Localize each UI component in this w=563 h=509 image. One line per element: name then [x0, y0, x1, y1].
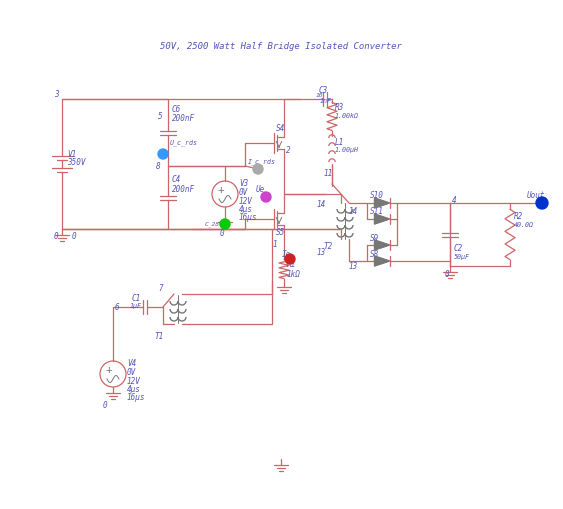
Text: C6: C6 — [172, 105, 181, 114]
Text: C1: C1 — [132, 293, 141, 302]
Text: 0V: 0V — [239, 188, 248, 196]
Text: 50V, 2500 Watt Half Bridge Isolated Converter: 50V, 2500 Watt Half Bridge Isolated Conv… — [160, 42, 402, 51]
Circle shape — [285, 254, 295, 265]
Text: 13: 13 — [349, 262, 358, 270]
Text: R2: R2 — [514, 212, 523, 220]
Text: 1nF: 1nF — [320, 98, 332, 104]
Text: 0: 0 — [103, 400, 108, 409]
Text: 0: 0 — [54, 232, 59, 241]
Text: R3: R3 — [335, 103, 344, 112]
Polygon shape — [374, 199, 390, 209]
Text: 11: 11 — [324, 168, 333, 178]
Text: S8: S8 — [370, 249, 379, 259]
Text: S5: S5 — [276, 228, 285, 237]
Text: 40.0Ω: 40.0Ω — [514, 221, 534, 228]
Text: C_28V: C_28V — [205, 220, 224, 226]
Text: 6: 6 — [115, 302, 119, 312]
Text: T1: T1 — [154, 331, 163, 341]
Text: T2: T2 — [323, 242, 332, 250]
Text: 1µF: 1µF — [130, 302, 142, 308]
Text: 200nF: 200nF — [172, 185, 195, 193]
Text: S11: S11 — [370, 207, 384, 216]
Circle shape — [158, 150, 168, 160]
Text: 3: 3 — [54, 90, 59, 99]
Text: 200nF: 200nF — [172, 114, 195, 123]
Text: V4: V4 — [127, 358, 136, 367]
Text: 5: 5 — [158, 112, 163, 121]
Text: 0: 0 — [220, 229, 225, 238]
Circle shape — [536, 197, 548, 210]
Text: C2: C2 — [454, 243, 463, 252]
Text: 4: 4 — [452, 195, 457, 205]
Text: S4: S4 — [276, 124, 285, 133]
Text: C3: C3 — [319, 86, 328, 95]
Text: 4µs: 4µs — [127, 384, 141, 393]
Text: 350V: 350V — [67, 158, 86, 166]
Text: 1.00µH: 1.00µH — [335, 147, 359, 153]
Text: 1: 1 — [273, 240, 278, 248]
Text: 4µs: 4µs — [239, 205, 253, 214]
Text: 2: 2 — [286, 146, 291, 155]
Circle shape — [253, 165, 263, 175]
Text: L1: L1 — [335, 138, 344, 147]
Text: 8: 8 — [156, 162, 160, 171]
Text: Ue: Ue — [256, 185, 265, 193]
Text: V3: V3 — [239, 179, 248, 188]
Text: 0: 0 — [445, 269, 450, 278]
Text: 16µs: 16µs — [127, 392, 145, 401]
Text: 7: 7 — [158, 284, 163, 293]
Text: V1: V1 — [67, 150, 76, 159]
Text: 12V: 12V — [127, 376, 141, 385]
Text: 0V: 0V — [127, 367, 136, 376]
Circle shape — [220, 219, 230, 230]
Text: I_c_rds: I_c_rds — [248, 158, 276, 164]
Text: 14: 14 — [317, 200, 326, 209]
Text: 1.00kΩ: 1.00kΩ — [335, 113, 359, 119]
Text: U_c_rds: U_c_rds — [170, 139, 198, 146]
Polygon shape — [374, 215, 390, 224]
Text: Uout: Uout — [527, 191, 546, 200]
Text: 16µs: 16µs — [239, 213, 257, 221]
Text: 0: 0 — [72, 232, 77, 241]
Text: +: + — [106, 364, 113, 374]
Text: Ie: Ie — [282, 249, 291, 259]
Text: 12V: 12V — [239, 196, 253, 206]
Text: S9: S9 — [370, 234, 379, 242]
Text: 14: 14 — [349, 207, 358, 216]
Text: S10: S10 — [370, 191, 384, 200]
Text: 1kΩ: 1kΩ — [287, 269, 301, 278]
Text: 50µF: 50µF — [454, 253, 470, 260]
Text: 10: 10 — [316, 93, 324, 98]
Circle shape — [261, 192, 271, 203]
Polygon shape — [374, 257, 390, 267]
Polygon shape — [374, 241, 390, 250]
Text: 13: 13 — [317, 247, 326, 257]
Text: C4: C4 — [172, 175, 181, 184]
Text: +: + — [218, 185, 225, 194]
Text: R1: R1 — [287, 260, 296, 268]
